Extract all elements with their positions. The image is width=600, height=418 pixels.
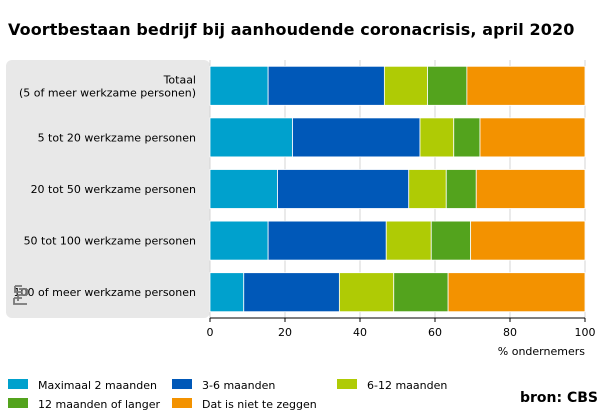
category-label: Totaal [163, 73, 196, 86]
bar-segment [427, 65, 468, 106]
x-tick-label: 80 [503, 326, 517, 339]
bar-segment [267, 220, 387, 261]
bar-segment [393, 272, 449, 313]
category-label: 5 tot 20 werkzame personen [38, 131, 196, 144]
legend-swatch [337, 379, 357, 389]
category-label: (5 of meer werkzame personen) [19, 86, 196, 99]
bar-segment [338, 272, 395, 313]
bar-segment [292, 117, 421, 158]
legend-swatch [8, 398, 28, 408]
bar-segment [447, 272, 586, 313]
bar-segment [453, 117, 481, 158]
bar-segment [430, 220, 472, 261]
bar-segment [383, 65, 428, 106]
legend-label: Dat is niet te zeggen [202, 398, 317, 411]
x-tick-label: 60 [428, 326, 442, 339]
bar-segment [385, 220, 432, 261]
x-tick-label: 40 [353, 326, 367, 339]
legend-label: 12 maanden of langer [38, 398, 160, 411]
bar-segment [466, 65, 586, 106]
x-tick-label: 100 [575, 326, 596, 339]
category-panel [6, 60, 210, 318]
category-label: 20 tot 50 werkzame personen [31, 183, 196, 196]
x-tick-label: 0 [207, 326, 214, 339]
bar-segment [475, 169, 586, 209]
bar-segment [277, 169, 410, 209]
bar-segment [267, 65, 385, 106]
bar-segment [445, 169, 477, 209]
cbs-logo-icon [13, 285, 28, 305]
legend-swatch [172, 379, 192, 389]
legend-swatch [8, 379, 28, 389]
legend-label: 3-6 maanden [202, 379, 275, 392]
bar-segment [209, 272, 245, 313]
bar-segment [209, 117, 293, 158]
category-label: 50 tot 100 werkzame personen [24, 235, 196, 248]
bar-segment [209, 65, 269, 106]
source-label: bron: CBS [520, 390, 599, 406]
legend-swatch [172, 398, 192, 408]
bar-segment [243, 272, 340, 313]
bar-segment [209, 169, 278, 209]
x-tick-label: 20 [278, 326, 292, 339]
bar-segment [479, 117, 586, 158]
bar-segment [209, 220, 269, 261]
category-label: 100 of meer werkzame personen [14, 286, 196, 299]
legend-label: 6-12 maanden [367, 379, 447, 392]
bar-segment [470, 220, 586, 261]
x-axis-label: % ondernemers [498, 345, 585, 358]
chart-title: Voortbestaan bedrijf bij aanhoudende cor… [8, 20, 575, 39]
bar-segment [419, 117, 455, 158]
bar-segment [408, 169, 447, 209]
legend-label: Maximaal 2 maanden [38, 379, 157, 392]
